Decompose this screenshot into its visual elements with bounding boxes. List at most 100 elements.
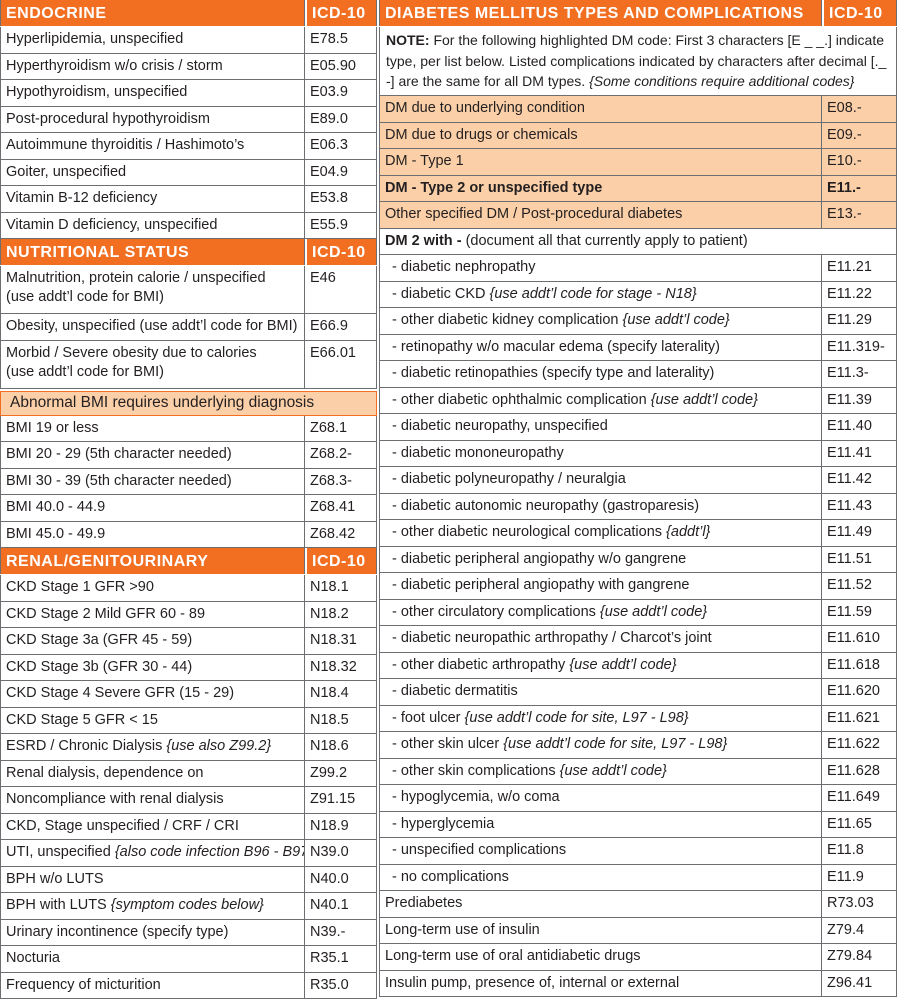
table-row: - other diabetic neurological complicati… [379,520,897,547]
table-row: Vitamin B-12 deficiency E53.8 [0,186,377,213]
label: - diabetic neuropathy, unspecified [392,418,608,434]
label-cell: Post-procedural hypothyroidism [0,106,305,132]
code: E11.622 [822,732,897,758]
label-cell: UTI, unspecified {also code infection B9… [0,840,305,866]
label: BPH w/o LUTS [6,870,104,887]
section-title: DIABETES MELLITUS TYPES AND COMPLICATION… [379,0,822,26]
label-cell: Morbid / Severe obesity due to calories (… [0,340,305,388]
label-cell: DM due to drugs or chemicals [379,122,822,148]
table-row: Prediabetes R73.03 [379,891,897,918]
table-row: - diabetic neuropathic arthropathy / Cha… [379,626,897,653]
label: UTI, unspecified [6,844,111,860]
label-cell: BMI 30 - 39 (5th character needed) [0,468,305,494]
code: N18.1 [305,575,377,601]
label: BMI 20 - 29 (5th character needed) [6,446,232,462]
label: DM - Type 1 [385,153,464,169]
code: E09.- [822,122,897,148]
table-row: - other diabetic kidney complication {us… [379,308,897,335]
code: N18.2 [305,601,377,627]
left-column: ENDOCRINE ICD-10 Hyperlipidemia, unspecifi… [0,0,377,999]
label-cell: - other diabetic arthropathy {use addt’l… [379,652,822,678]
table-row: Urinary incontinence (specify type) N39.- [0,919,377,946]
note: {use addt’l code} [622,312,730,328]
label-cell: BMI 45.0 - 49.9 [0,521,305,547]
label: Insulin pump, presence of, internal or e… [385,974,680,991]
label-cell: - diabetic autonomic neuropathy (gastrop… [379,493,822,519]
table-row: Other specified DM / Post-procedural dia… [379,202,897,229]
label-cell: Insulin pump, presence of, internal or e… [379,970,822,996]
code: N40.0 [305,866,377,892]
label: - other diabetic arthropathy [392,656,566,673]
table-row: CKD Stage 4 Severe GFR (15 - 29) N18.4 [0,681,377,708]
code: E13.- [822,202,897,228]
label-cell: BPH w/o LUTS [0,866,305,892]
label-cell: Frequency of micturition [0,972,305,998]
label-line: Morbid / Severe obesity due to calories [6,344,257,361]
note: {use addt’l code} [599,603,708,620]
code: E11.21 [822,255,897,281]
label: - diabetic mononeuropathy [392,444,564,461]
table-row: - diabetic dermatitis E11.620 [379,679,897,706]
code: R35.1 [305,946,377,972]
code: E11.52 [822,573,897,599]
code: N18.4 [305,681,377,707]
label-cell: Hyperlipidemia, unspecified [0,27,305,53]
code: Z68.42 [305,521,377,547]
table-row: Hyperlipidemia, unspecified E78.5 [0,27,377,54]
table-row: - other skin ulcer {use addt’l code for … [379,732,897,759]
note-text: For the following highlighted DM code: F… [386,32,887,89]
table-row: Renal dialysis, dependence on Z99.2 [0,760,377,787]
label: Prediabetes [385,895,463,911]
label-line: Malnutrition, protein calorie / unspecif… [6,270,266,286]
label: - diabetic peripheral angiopathy with ga… [392,577,690,593]
label-cell: - diabetic CKD {use addt’l code for stag… [379,281,822,307]
code: Z68.1 [305,415,377,441]
label-cell: CKD Stage 5 GFR < 15 [0,707,305,733]
label-cell: - diabetic polyneuropathy / neuralgia [379,467,822,493]
label-line: (use addt’l code for BMI) [6,363,164,380]
label-cell: - other diabetic ophthalmic complication… [379,387,822,413]
label: - diabetic autonomic neuropathy (gastrop… [392,497,700,514]
label: DM due to underlying condition [385,100,585,116]
code-header: ICD-10 [822,0,897,26]
note-lead: NOTE: [386,32,430,48]
table-row: BPH with LUTS {symptom codes below} N40.1 [0,893,377,920]
code: E10.- [822,149,897,175]
note: {also code infection B96 - B97} [114,844,305,860]
label-cell: Other specified DM / Post-procedural dia… [379,202,822,228]
table-row: Insulin pump, presence of, internal or e… [379,970,897,997]
code: E11.620 [822,679,897,705]
label: Long-term use of oral antidiabetic drugs [385,948,641,964]
code: E03.9 [305,80,377,106]
table-row: Post-procedural hypothyroidism E89.0 [0,106,377,133]
label-cell: CKD Stage 3a (GFR 45 - 59) [0,628,305,654]
label-cell: CKD Stage 1 GFR >90 [0,575,305,601]
table-row: Hyperthyroidism w/o crisis / storm E05.90 [0,53,377,80]
label: - other diabetic ophthalmic complication [392,391,647,408]
label-cell: Hyperthyroidism w/o crisis / storm [0,53,305,79]
section-title: NUTRITIONAL STATUS [0,239,305,265]
note-box: NOTE: For the following highlighted DM c… [379,27,897,96]
label-cell: - foot ulcer {use addt’l code for site, … [379,705,822,731]
label-cell: CKD, Stage unspecified / CRF / CRI [0,813,305,839]
code: N18.9 [305,813,377,839]
code: E11.39 [822,387,897,413]
code: E11.610 [822,626,897,652]
label: CKD Stage 1 GFR >90 [6,579,154,595]
label-cell: - other diabetic kidney complication {us… [379,308,822,334]
section-header: NUTRITIONAL STATUS ICD-10 [0,239,377,266]
table-row: Morbid / Severe obesity due to calories (… [0,340,377,389]
label: - diabetic CKD [392,285,486,302]
code: Z79.4 [822,917,897,943]
section-title: ENDOCRINE [0,0,305,26]
code-header: ICD-10 [305,0,377,26]
table-row: Frequency of micturition R35.0 [0,972,377,999]
label: Long-term use of insulin [385,921,540,938]
table-row: BPH w/o LUTS N40.0 [0,866,377,893]
label: CKD, Stage unspecified / CRF / CRI [6,817,239,834]
section-header: ENDOCRINE ICD-10 [0,0,377,27]
label: CKD Stage 3b (GFR 30 - 44) [6,658,193,675]
label-cell: - retinopathy w/o macular edema (specify… [379,334,822,360]
label-cell: - hypoglycemia, w/o coma [379,785,822,811]
